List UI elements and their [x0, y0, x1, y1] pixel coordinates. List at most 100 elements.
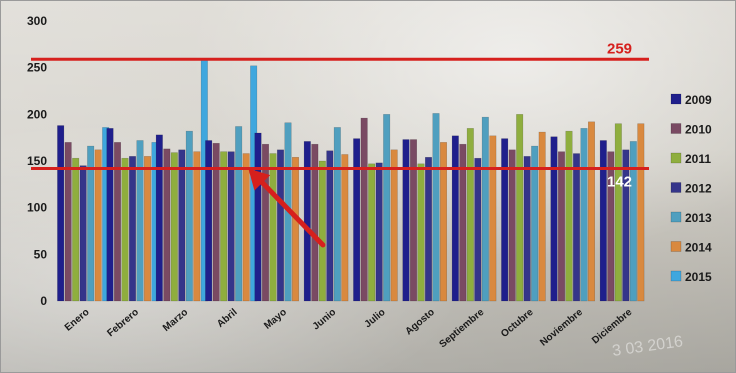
bar: [353, 138, 361, 302]
bar: [235, 126, 243, 302]
bar: [402, 139, 410, 302]
bar: [254, 132, 262, 302]
arrow-shaft: [253, 173, 326, 248]
x-tick-label: Enero: [63, 307, 92, 334]
bar: [163, 148, 171, 302]
x-tick-label: Febrero: [105, 307, 141, 339]
x-tick-label: Noviembre: [538, 307, 585, 349]
bar: [501, 138, 509, 302]
bar: [155, 134, 163, 302]
bar: [303, 141, 311, 302]
bar: [622, 149, 630, 302]
bar: [531, 145, 539, 302]
bar: [629, 141, 637, 302]
reference-line-label: 142: [607, 173, 632, 190]
bar: [451, 135, 459, 302]
bar: [588, 121, 595, 302]
bar: [516, 114, 524, 302]
bar: [481, 116, 489, 302]
legend-swatch: [670, 93, 682, 105]
bar: [269, 153, 277, 302]
x-tick-label: Octubre: [499, 307, 536, 340]
legend-label: 2010: [685, 123, 712, 137]
bar: [193, 151, 201, 302]
bar: [580, 128, 588, 302]
bar: [185, 130, 193, 302]
legend-swatch: [670, 182, 682, 193]
bar: [57, 125, 65, 302]
y-tick-label: 50: [34, 247, 48, 261]
bar: [170, 152, 178, 302]
reference-lines: 259 142: [31, 40, 649, 190]
legend-swatch: [670, 270, 682, 282]
bar: [390, 149, 398, 302]
bar: [87, 145, 95, 302]
bar: [220, 151, 228, 302]
legend-label: 2012: [685, 182, 712, 196]
x-tick-label: Julio: [363, 307, 388, 330]
x-axis-labels: Enero Febrero Marzo Abril Mayo Junio Julio Agos…: [63, 307, 635, 351]
bar: [212, 143, 220, 302]
bar: [368, 163, 376, 302]
bar: [360, 117, 368, 302]
bar: [614, 123, 622, 302]
y-tick-label: 150: [27, 154, 47, 168]
photo-date-stamp: 3 03 2016: [611, 333, 684, 360]
bar: [277, 149, 284, 302]
bar: [262, 143, 269, 302]
legend: 2009 2010 2011 2012 2013 2014 2015: [670, 93, 712, 284]
bar: [121, 157, 129, 302]
legend-swatch: [670, 241, 682, 252]
arrow-head: [248, 168, 271, 191]
legend-label: 2014: [685, 241, 712, 255]
bar: [64, 142, 72, 302]
x-tick-label: Agosto: [403, 307, 436, 338]
bar: [410, 139, 417, 302]
bar: [333, 127, 341, 302]
bar: [459, 143, 467, 302]
legend-label: 2011: [685, 152, 711, 166]
bar: [318, 160, 326, 302]
bar: [106, 128, 114, 302]
bars: [57, 59, 645, 302]
legend-swatch: [670, 123, 682, 134]
y-tick-label: 100: [27, 201, 47, 215]
legend-swatch: [670, 211, 682, 223]
legend-label: 2009: [685, 93, 712, 107]
bar: [489, 135, 497, 302]
bar: [538, 131, 546, 302]
bar: [466, 128, 474, 302]
bar: [637, 123, 645, 302]
bar: [599, 140, 607, 302]
x-tick-label: Marzo: [161, 307, 190, 334]
bar: [227, 151, 235, 302]
bar: [94, 149, 102, 302]
bar: [440, 142, 447, 302]
y-tick-label: 0: [40, 294, 47, 308]
x-tick-label: Junio: [311, 307, 339, 333]
bar: [523, 156, 531, 302]
y-tick-label: 200: [27, 107, 47, 121]
bar: [425, 157, 432, 302]
legend-label: 2013: [685, 211, 712, 225]
reference-line-label: 259: [607, 40, 632, 57]
bar: [474, 157, 482, 302]
bar: [341, 154, 349, 302]
bar: [508, 149, 516, 302]
bar: [573, 153, 580, 302]
bar: [129, 156, 136, 302]
bar: [375, 162, 383, 302]
bar: [565, 130, 573, 302]
bar: [292, 157, 299, 302]
annotations: [248, 168, 326, 248]
bar: [558, 151, 565, 302]
bar: [311, 143, 319, 302]
bar: [242, 153, 250, 302]
bar: [136, 140, 144, 302]
legend-label: 2015: [685, 270, 712, 284]
bar: [114, 142, 121, 302]
bar: [383, 114, 391, 302]
bar: [550, 136, 558, 302]
y-axis: 0 50 100 150 200 250 300: [27, 14, 47, 308]
